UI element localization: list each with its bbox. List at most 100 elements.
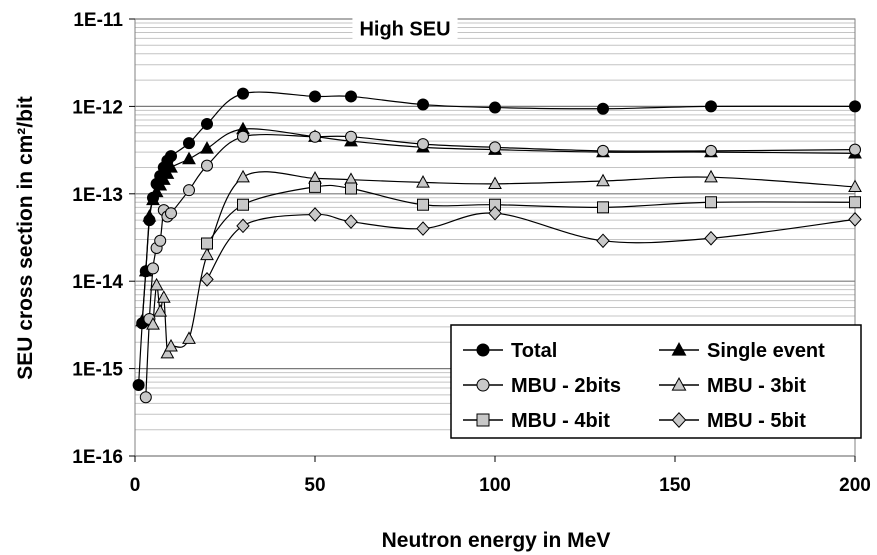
data-point-total [849,100,861,113]
data-point-mbu-3bit [416,175,430,188]
data-point-single-event [164,160,178,173]
annotations: High SEU [352,15,458,44]
data-point-single-event [149,184,164,198]
legend-marker-single-event [671,342,687,356]
data-point-mbu-2bits [139,391,152,404]
data-point-mbu-3bit [200,247,214,261]
data-point-total [201,117,213,130]
data-point-mbu-4bit [849,196,861,209]
x-axis-title: Neutron energy in MeV [382,529,611,552]
legend-marker-mbu-4bit [476,413,490,427]
data-point-single-event [200,141,214,154]
data-point-total [237,87,249,100]
data-point-mbu-4bit [417,198,429,211]
data-point-total [132,378,145,391]
data-point-mbu-4bit [309,180,321,193]
data-point-mbu-3bit [236,169,250,183]
legend-label-mbu-2bits: MBU - 2bits [511,375,621,397]
y-tick-label: 1E-16 [72,447,123,468]
data-point-mbu-2bits [489,141,501,154]
data-point-mbu-2bits [309,130,321,143]
data-point-total [165,150,177,163]
y-tick-label: 1E-14 [72,272,123,293]
legend-marker-total [476,343,490,357]
data-point-mbu-2bits [165,207,177,220]
y-tick-label: 1E-13 [72,185,123,206]
data-point-mbu-3bit [704,169,718,183]
legend-marker-mbu-2bits [476,378,490,392]
series-line-single-event [141,128,856,322]
data-point-mbu-2bits [849,143,861,156]
data-point-mbu-4bit [345,182,357,195]
data-point-total [183,137,195,150]
x-tick-label: 150 [659,475,691,496]
legend-label-mbu-4bit: MBU - 4bit [511,410,610,432]
x-axis-ticks: 0 50 100 150 200 [130,456,871,496]
data-point-mbu-3bit [848,179,862,193]
x-tick-label: 200 [839,475,871,496]
data-point-mbu-2bits [597,144,609,157]
data-point-mbu-3bit [164,338,178,352]
annotation-label: High SEU [359,18,450,40]
data-point-mbu-2bits [345,130,357,143]
data-point-single-event [182,151,196,165]
x-tick-label: 50 [304,475,325,496]
data-point-mbu-5bit [596,233,610,249]
legend-marker-mbu-5bit [671,412,687,428]
y-tick-label: 1E-11 [73,10,123,31]
data-point-mbu-2bits [154,234,167,247]
data-point-single-event [142,209,157,222]
legend-label-mbu-5bit: MBU - 5bit [707,410,806,432]
data-point-single-event [160,166,175,179]
data-point-total [417,98,429,111]
data-point-mbu-3bit [149,277,164,291]
data-point-mbu-5bit [416,221,430,236]
y-axis-title: SEU cross section in cm²/bit [14,96,37,380]
legend-marker-mbu-3bit [671,377,687,391]
data-point-total [345,90,357,103]
data-point-mbu-3bit [596,173,610,187]
data-point-mbu-4bit [237,198,249,211]
legend-box [450,324,862,439]
data-point-mbu-3bit [153,304,168,317]
data-point-mbu-3bit [156,290,171,303]
data-point-total [597,102,609,115]
data-point-total [489,101,501,114]
y-tick-label: 1E-12 [72,97,123,118]
x-tick-label: 100 [479,475,511,496]
series-markers [132,87,862,404]
legend-label-total: Total [511,340,557,362]
data-point-mbu-4bit [597,201,609,214]
data-point-mbu-5bit [488,205,502,221]
data-point-single-event [156,172,171,185]
data-point-total [705,100,717,113]
data-point-mbu-2bits [417,138,429,151]
data-point-mbu-3bit [146,317,160,330]
data-point-mbu-3bit [160,345,175,359]
legend-label-single-event: Single event [707,340,825,362]
x-tick-label: 0 [130,475,141,496]
data-point-mbu-2bits [201,159,213,172]
data-point-mbu-3bit [182,331,196,344]
data-point-mbu-5bit [200,272,214,287]
data-point-mbu-2bits [705,144,717,157]
legend: Total Single event MBU - 2bits MBU - 3bit MB… [450,324,862,439]
annotation-background [352,15,458,44]
legend-label-mbu-3bit: MBU - 3bit [707,375,806,397]
series-line-mbu-5bit [206,212,856,280]
data-point-mbu-5bit [236,218,250,234]
data-point-mbu-2bits [237,130,249,143]
data-point-mbu-5bit [344,214,358,229]
data-point-mbu-5bit [848,212,862,227]
data-point-mbu-2bits [147,262,159,275]
data-point-mbu-5bit [704,230,718,246]
data-point-mbu-4bit [705,196,717,209]
data-point-mbu-2bits [183,184,195,197]
data-point-total [309,90,321,103]
data-point-mbu-3bit [488,176,502,190]
data-point-mbu-5bit [308,207,322,222]
data-point-mbu-4bit [201,237,213,250]
data-point-single-event [146,192,160,206]
y-axis-ticks: 1E-11 1E-12 1E-13 1E-14 1E-15 1E-16 [72,10,135,468]
